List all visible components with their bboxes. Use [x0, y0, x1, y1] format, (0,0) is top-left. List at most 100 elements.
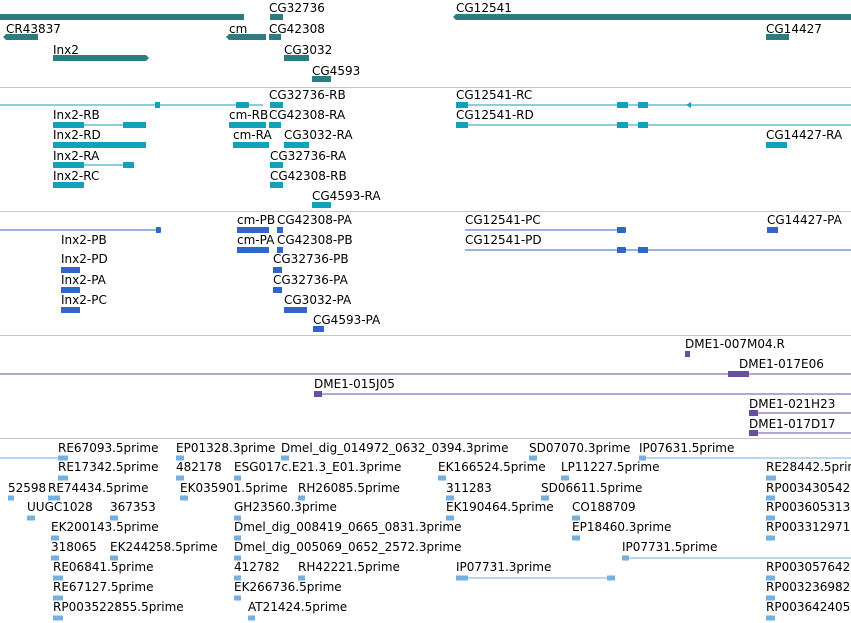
feature-CG12541-RC[interactable]: CG12541-RC: [456, 88, 851, 108]
feature-label: CG12541: [456, 1, 512, 15]
feature-318065[interactable]: 318065: [51, 540, 97, 561]
feature-EK035901.5prime[interactable]: EK035901.5prime: [180, 481, 288, 501]
feature-SD06611.5prime[interactable]: SD06611.5prime: [541, 481, 642, 501]
feature-label: Inx2-PA: [61, 273, 107, 287]
feature-ESG017c.E21.3_E01.3prime[interactable]: ESG017c.E21.3_E01.3prime: [234, 460, 401, 481]
feature-IP07731.5prime[interactable]: IP07731.5prime: [622, 540, 851, 561]
feature-RP003522855.5prime[interactable]: RP003522855.5prime: [53, 600, 184, 621]
feature-CG3032[interactable]: CG3032: [284, 43, 332, 61]
exon-block: [284, 307, 307, 313]
feature-CG42308-RA[interactable]: CG42308-RA: [269, 108, 346, 128]
feature-Inx2-PA[interactable]: Inx2-PA: [61, 273, 107, 293]
feature-CG4593-PA[interactable]: CG4593-PA: [313, 313, 381, 332]
feature-EK200143.5prime[interactable]: EK200143.5prime: [51, 520, 159, 541]
feature-IP07731.3prime[interactable]: IP07731.3prime: [456, 560, 615, 581]
feature-CG42308[interactable]: CG42308: [269, 22, 325, 40]
feature-EP18460.3prime[interactable]: EP18460.3prime: [572, 520, 671, 541]
feature-RH26085.5prime[interactable]: RH26085.5prime: [298, 481, 400, 501]
feature-CG12541-PD[interactable]: CG12541-PD: [465, 233, 851, 253]
feature-CG12541[interactable]: CG12541: [453, 1, 851, 20]
feature-RP003312971[interactable]: RP003312971: [766, 520, 850, 541]
feature-CG4593[interactable]: CG4593: [312, 64, 360, 82]
feature-Inx2-PC[interactable]: Inx2-PC: [61, 293, 107, 313]
track-probes: DME1-007M04.R DME1-017E06 DME1-015J05 DME1-…: [0, 337, 851, 436]
feature-EK266736.5prime[interactable]: EK266736.5prime: [234, 580, 342, 601]
feature-RE28442.5prime[interactable]: RE28442.5prime: [766, 460, 851, 481]
feature-Inx2-PD[interactable]: Inx2-PD: [61, 252, 108, 273]
feature-RE17342.5prime[interactable]: RE17342.5prime: [58, 460, 159, 481]
feature-367353[interactable]: 367353: [110, 500, 156, 521]
exon-block: [766, 475, 776, 481]
feature-IP07631.5prime[interactable]: IP07631.5prime: [639, 441, 851, 461]
feature-CG32736-RA[interactable]: CG32736-RA: [270, 149, 347, 168]
feature-CG12541-PC[interactable]: CG12541-PC: [465, 213, 626, 233]
feature-DME1-017E06[interactable]: DME1-017E06: [0, 357, 851, 377]
feature-CG42308-PB[interactable]: CG42308-PB: [277, 233, 353, 253]
feature-Inx2-RB[interactable]: Inx2-RB: [53, 108, 146, 128]
feature-unlabeled[interactable]: [0, 102, 263, 108]
feature-EK244258.5prime[interactable]: EK244258.5prime: [110, 540, 218, 561]
feature-CG32736-PA[interactable]: CG32736-PA: [273, 273, 349, 293]
strand-arrow-icon: [237, 122, 242, 128]
feature-CR43837[interactable]: CR43837: [3, 22, 61, 40]
feature-RH42221.5prime[interactable]: RH42221.5prime: [298, 560, 400, 581]
feature-cm-RB[interactable]: cm-RB: [229, 108, 268, 128]
feature-CG32736-PB[interactable]: CG32736-PB: [273, 252, 349, 273]
feature-cm-PB[interactable]: cm-PB: [237, 213, 275, 233]
feature-Dmel_dig_008419_0665_0831.3prime[interactable]: Dmel_dig_008419_0665_0831.3prime: [234, 520, 462, 541]
feature-RE74434.5prime[interactable]: RE74434.5prime: [48, 481, 149, 501]
feature-Inx2-PB[interactable]: Inx2-PB: [61, 233, 107, 247]
feature-CG3032-RA[interactable]: CG3032-RA: [284, 128, 353, 148]
feature-CG14427[interactable]: CG14427: [766, 22, 822, 40]
feature-RP003605313[interactable]: RP003605313: [766, 500, 850, 521]
feature-52598[interactable]: 52598: [8, 481, 46, 501]
feature-RP003430542[interactable]: RP003430542: [766, 481, 850, 501]
feature-DME1-015J05[interactable]: DME1-015J05: [314, 377, 851, 397]
feature-RP003642405[interactable]: RP003642405: [766, 600, 850, 621]
feature-DME1-017D17[interactable]: DME1-017D17: [749, 417, 851, 436]
feature-DME1-007M04.R[interactable]: DME1-007M04.R: [685, 337, 785, 357]
feature-Dmel_dig_005069_0652_2572.3prime[interactable]: Dmel_dig_005069_0652_2572.3prime: [234, 540, 462, 561]
feature-RP003057642[interactable]: RP003057642: [766, 560, 850, 581]
feature-CG42308-PA[interactable]: CG42308-PA: [277, 213, 353, 233]
feature-412782[interactable]: 412782: [234, 560, 280, 581]
feature-CG3032-PA[interactable]: CG3032-PA: [284, 293, 352, 313]
feature-cm[interactable]: cm: [226, 22, 266, 40]
feature-CG14427-PA[interactable]: CG14427-PA: [767, 213, 843, 233]
feature-UUGC1028[interactable]: UUGC1028: [27, 500, 93, 521]
feature-EK190464.5prime[interactable]: EK190464.5prime: [446, 500, 554, 521]
feature-unlabeled[interactable]: [0, 227, 161, 233]
feature-482178[interactable]: 482178: [176, 460, 222, 481]
feature-LP11227.5prime[interactable]: LP11227.5prime: [561, 460, 660, 481]
feature-GH23560.3prime[interactable]: GH23560.3prime: [234, 500, 337, 521]
feature-CO188709[interactable]: CO188709: [572, 500, 636, 521]
feature-EK166524.5prime[interactable]: EK166524.5prime: [438, 460, 546, 481]
feature-311283[interactable]: 311283: [446, 481, 492, 501]
feature-Inx2-RD[interactable]: Inx2-RD: [53, 128, 146, 148]
feature-RE67093.5prime[interactable]: RE67093.5prime: [58, 441, 159, 461]
feature-CG32736-RB[interactable]: CG32736-RB: [269, 88, 346, 108]
feature-Inx2-RC[interactable]: Inx2-RC: [53, 169, 99, 188]
feature-DME1-021H23[interactable]: DME1-021H23: [749, 397, 851, 416]
feature-Dmel_dig_014972_0632_0394.3prime[interactable]: Dmel_dig_014972_0632_0394.3prime: [281, 441, 509, 461]
feature-unlabeled[interactable]: [0, 14, 244, 20]
feature-CG4593-RA[interactable]: CG4593-RA: [312, 189, 381, 208]
feature-CG32736[interactable]: CG32736: [269, 1, 325, 20]
feature-cm-RA[interactable]: cm-RA: [233, 128, 272, 148]
feature-AT21424.5prime[interactable]: AT21424.5prime: [248, 600, 347, 621]
exon-block: [284, 142, 309, 148]
feature-Inx2[interactable]: Inx2: [53, 43, 149, 61]
feature-RP003236982[interactable]: RP003236982: [766, 580, 850, 601]
feature-RE06841.5prime[interactable]: RE06841.5prime: [53, 560, 154, 581]
exon-block: [749, 430, 758, 436]
feature-RE67127.5prime[interactable]: RE67127.5prime: [53, 580, 154, 601]
feature-Inx2-RA[interactable]: Inx2-RA: [53, 149, 134, 168]
feature-CG14427-RA[interactable]: CG14427-RA: [766, 128, 843, 148]
feature-CG42308-RB[interactable]: CG42308-RB: [270, 169, 347, 188]
feature-CG12541-RD[interactable]: CG12541-RD: [456, 108, 851, 128]
feature-EP01328.3prime[interactable]: EP01328.3prime: [176, 441, 275, 461]
feature-SD07070.3prime[interactable]: SD07070.3prime: [529, 441, 630, 461]
exon-block: [53, 575, 63, 581]
feature-label: EP18460.3prime: [572, 520, 671, 534]
feature-cm-PA[interactable]: cm-PA: [237, 233, 275, 253]
